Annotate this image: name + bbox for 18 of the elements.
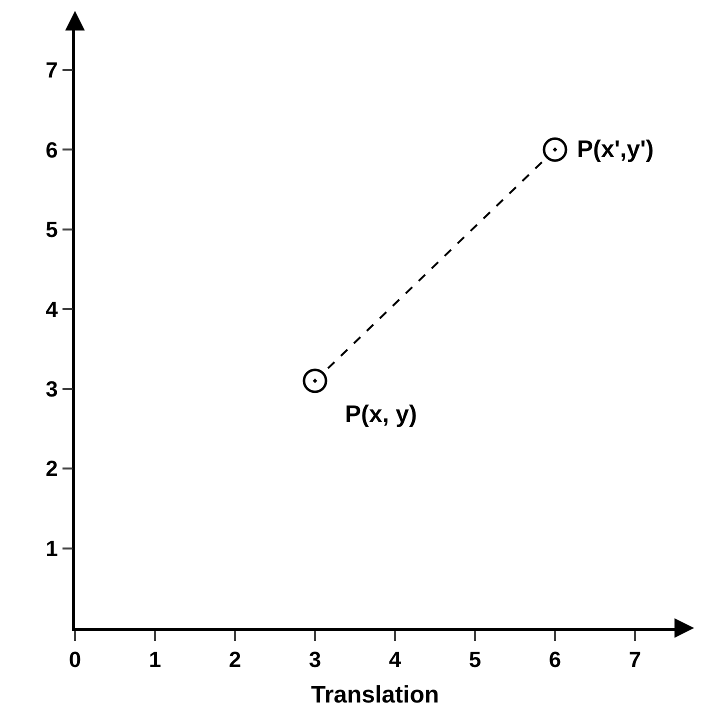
annotation: P(x, y) (345, 401, 418, 428)
x-tick-label: 2 (228, 647, 242, 672)
x-tick-label: 0 (68, 647, 82, 672)
x-tick-label: 1 (148, 647, 162, 672)
x-tick-label: 5 (468, 647, 482, 672)
y-tick-label: 1 (46, 536, 58, 561)
x-axis-title: Translation (310, 681, 440, 708)
y-tick-label: 7 (46, 58, 58, 83)
x-tick-label: 3 (308, 647, 322, 672)
annotation: P(x',y') (577, 136, 654, 163)
y-tick-label: 5 (46, 217, 58, 242)
y-tick-label: 6 (46, 137, 58, 162)
x-tick-label: 4 (388, 647, 402, 672)
y-tick-label: 4 (46, 296, 59, 322)
y-tick-label: 3 (46, 376, 58, 402)
y-tick-label: 2 (46, 456, 58, 482)
x-tick-label: 7 (628, 647, 642, 672)
x-tick-label: 6 (548, 647, 562, 672)
